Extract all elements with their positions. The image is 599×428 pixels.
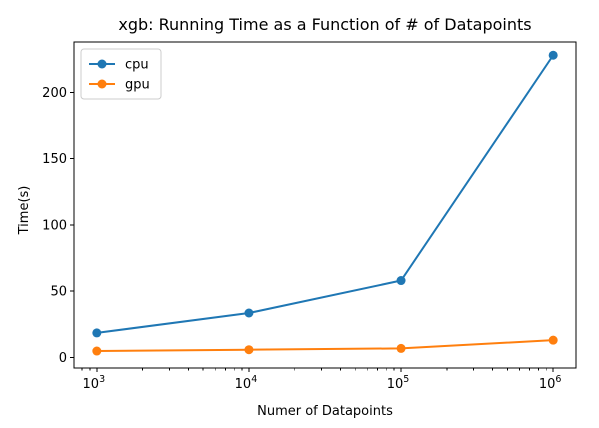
x-tick-label: 104 [235,374,258,392]
data-point-cpu [244,308,254,318]
legend-marker-gpu [97,79,107,89]
x-tick-label: 103 [83,374,106,392]
series-line-gpu [96,339,554,353]
y-axis-label: Time(s) [17,186,32,236]
x-tick-label: 105 [387,374,410,392]
series-line-cpu [96,54,555,334]
data-point-gpu [92,346,102,356]
y-tick-label: 0 [59,351,67,366]
plot-area: 0 50 100 150 200 103 104 105 106 cpu gpu [42,41,577,392]
y-tick-label: 200 [42,86,67,101]
x-tick-label: 106 [539,374,562,392]
y-tick-label: 50 [50,285,67,300]
data-point-gpu [548,335,558,345]
y-tick-label: 150 [42,152,67,167]
data-point-cpu [92,328,102,338]
data-point-gpu [244,345,254,355]
legend-label-cpu: cpu [125,58,149,73]
axes-frame [73,41,577,369]
x-axis-label: Numer of Datapoints [257,404,393,419]
data-point-cpu [548,50,558,60]
data-point-gpu [396,343,406,353]
legend-marker-cpu [97,59,107,69]
y-tick-label: 100 [42,218,67,233]
legend-label-gpu: gpu [125,78,150,93]
chart-title: xgb: Running Time as a Function of # of … [118,15,531,34]
data-point-cpu [396,276,406,286]
